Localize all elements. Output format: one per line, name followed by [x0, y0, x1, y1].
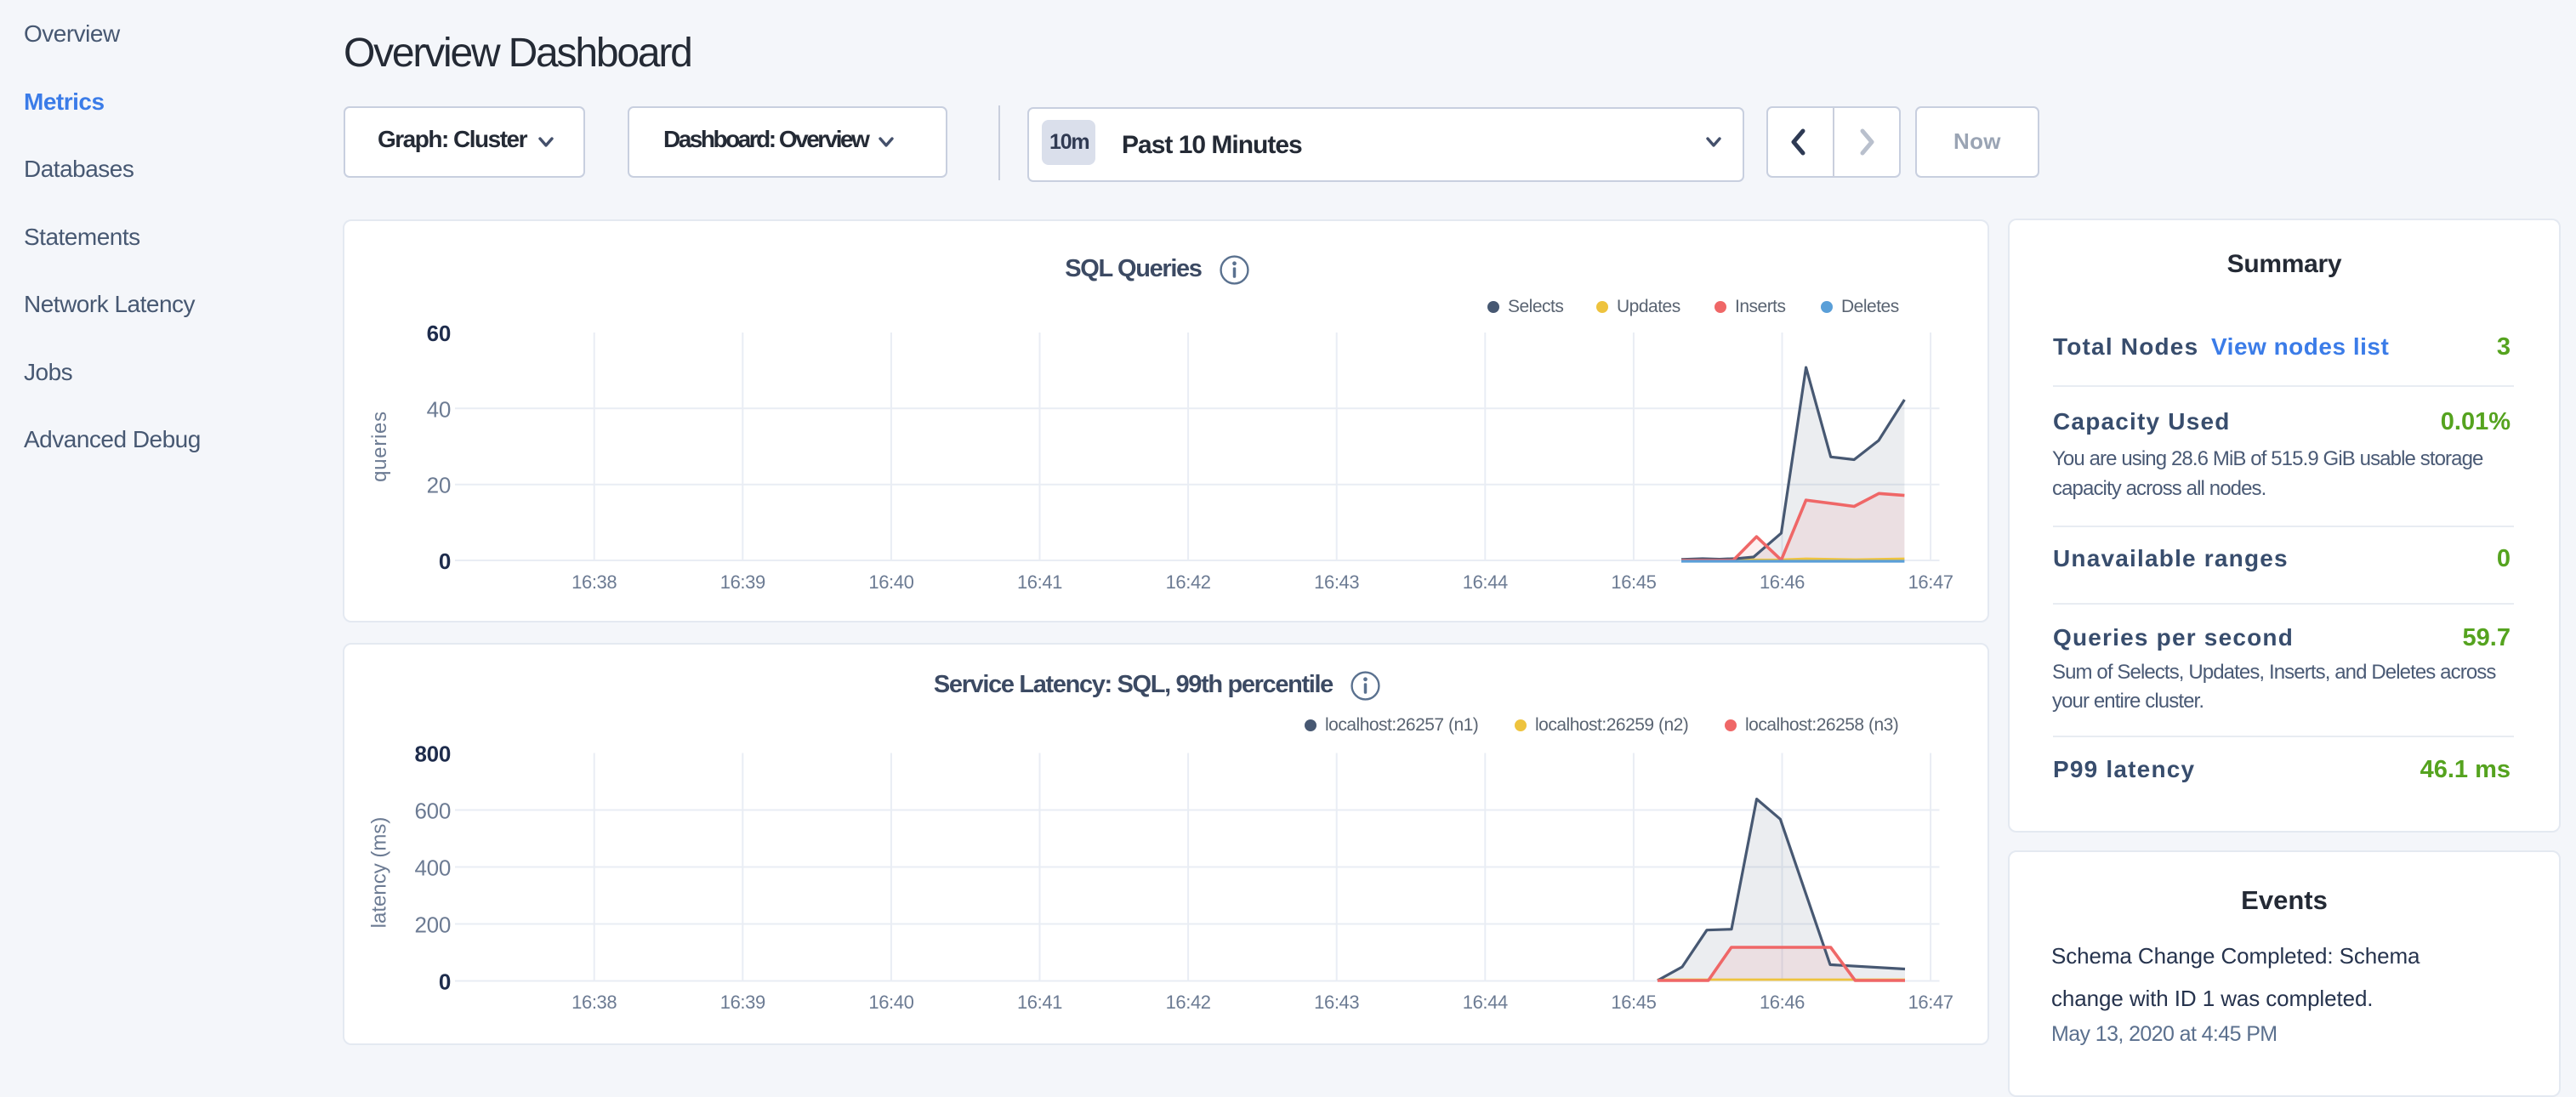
svg-text:16:47: 16:47: [1908, 571, 1953, 593]
svg-text:16:45: 16:45: [1611, 571, 1656, 593]
svg-text:16:41: 16:41: [1017, 992, 1062, 1013]
svg-text:16:43: 16:43: [1314, 992, 1359, 1013]
svg-text:40: 40: [427, 396, 451, 422]
svg-text:60: 60: [427, 321, 451, 346]
svg-text:16:42: 16:42: [1166, 571, 1211, 593]
svg-text:16:39: 16:39: [720, 571, 765, 593]
svg-text:16:46: 16:46: [1760, 992, 1805, 1013]
svg-text:16:42: 16:42: [1166, 992, 1211, 1013]
svg-text:0: 0: [439, 969, 451, 995]
svg-text:16:41: 16:41: [1017, 571, 1062, 593]
svg-text:16:38: 16:38: [571, 992, 617, 1013]
svg-text:16:47: 16:47: [1908, 992, 1953, 1013]
svg-text:600: 600: [415, 799, 451, 824]
svg-text:16:40: 16:40: [868, 571, 913, 593]
svg-text:400: 400: [415, 855, 451, 881]
svg-text:16:46: 16:46: [1760, 571, 1805, 593]
svg-text:16:45: 16:45: [1611, 992, 1656, 1013]
svg-text:0: 0: [439, 548, 451, 574]
svg-text:16:44: 16:44: [1463, 992, 1508, 1013]
svg-text:20: 20: [427, 473, 451, 498]
svg-text:200: 200: [415, 912, 451, 938]
svg-text:800: 800: [415, 742, 451, 767]
svg-text:16:40: 16:40: [868, 992, 913, 1013]
svg-text:16:38: 16:38: [571, 571, 617, 593]
svg-text:16:39: 16:39: [720, 992, 765, 1013]
svg-text:16:44: 16:44: [1463, 571, 1508, 593]
svg-text:16:43: 16:43: [1314, 571, 1359, 593]
